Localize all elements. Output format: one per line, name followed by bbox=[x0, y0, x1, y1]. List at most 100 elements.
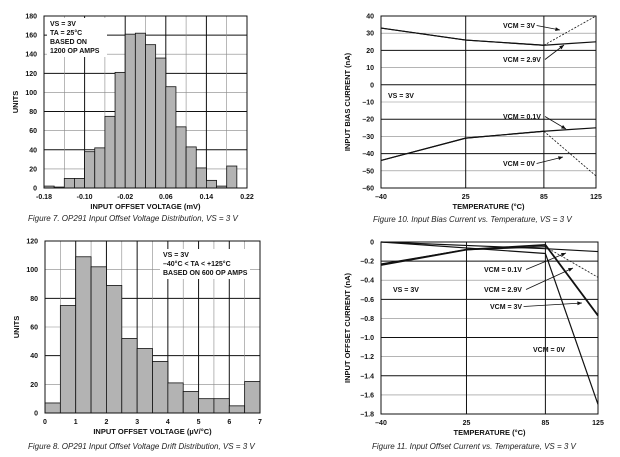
series-label: VCM = 2.9V bbox=[484, 287, 522, 294]
histogram-bar bbox=[59, 305, 77, 414]
chart-1: 0 20 40 60 80 100 120 140 160 180 -0.18 -0.10 -0.02 0… bbox=[11, 14, 254, 224]
y-tick-label: 120 bbox=[25, 71, 37, 78]
histogram-bar bbox=[226, 165, 238, 189]
histogram-bar bbox=[74, 178, 85, 189]
y-tick-label: –0.2 bbox=[360, 259, 374, 266]
arrow-head-icon bbox=[558, 156, 563, 160]
annotation-text: 1200 OP AMPS bbox=[50, 48, 100, 55]
y-axis-label: UNITS bbox=[12, 316, 21, 339]
annotation-text: TA = 25°C bbox=[50, 29, 82, 37]
y-tick-label: –30 bbox=[362, 134, 374, 141]
chart-3: –60 –50 –40 –30 –20 –10 0 10 20 30 40 –40 25 85 125 VCM… bbox=[343, 14, 602, 225]
x-tick-label: -0.10 bbox=[77, 194, 93, 201]
y-tick-label: 100 bbox=[25, 90, 37, 97]
series-line bbox=[380, 130, 544, 162]
y-tick-label: 0 bbox=[370, 240, 374, 247]
annotation-background bbox=[160, 249, 250, 279]
series-label: VCM = 3V bbox=[490, 304, 522, 311]
y-tick-label: –50 bbox=[362, 168, 374, 175]
x-tick-label: 25 bbox=[463, 420, 471, 427]
histogram-bar bbox=[228, 405, 246, 414]
y-tick-label: –1.4 bbox=[360, 373, 374, 380]
y-tick-label: 40 bbox=[29, 147, 37, 154]
plot-frame bbox=[380, 15, 597, 189]
y-tick-label: 60 bbox=[30, 325, 38, 332]
x-tick-label: 0.14 bbox=[200, 194, 214, 201]
arrow-head-icon bbox=[568, 268, 573, 272]
series-line bbox=[380, 27, 544, 46]
histogram-bar bbox=[213, 398, 230, 414]
histogram-bar bbox=[75, 256, 92, 414]
x-tick-label: 125 bbox=[590, 194, 602, 201]
x-tick-label: 25 bbox=[462, 194, 470, 201]
histogram-bar bbox=[185, 146, 197, 189]
series-line-dashed bbox=[543, 130, 597, 177]
histogram-bar bbox=[152, 360, 169, 414]
y-tick-label: 20 bbox=[366, 48, 374, 55]
y-tick-label: 100 bbox=[26, 267, 38, 274]
y-tick-label: 0 bbox=[33, 186, 37, 193]
arrow-line bbox=[525, 252, 567, 270]
annotation-text: VS = 3V bbox=[163, 252, 189, 259]
histogram-bar bbox=[121, 338, 138, 414]
chart-4: –1.8 –1.6 –1.4 –1.2 –1.0 –0.8 –0.6 –0.4 –0.2 0 –40… bbox=[343, 240, 604, 452]
y-tick-label: 80 bbox=[30, 296, 38, 303]
plot-frame bbox=[380, 241, 599, 415]
series-line-dashed bbox=[543, 15, 597, 46]
x-tick-label: –40 bbox=[375, 420, 387, 427]
histogram-bar bbox=[114, 71, 126, 189]
series-line bbox=[380, 241, 599, 253]
annotation-text: VS = 3V bbox=[393, 287, 419, 294]
series-label: VCM = 0V bbox=[533, 347, 565, 354]
annotation-text: VS = 3V bbox=[50, 21, 76, 28]
y-tick-label: 120 bbox=[26, 239, 38, 246]
histogram-bar bbox=[136, 348, 153, 414]
annotation-text: BASED ON 600 OP AMPS bbox=[163, 270, 248, 277]
x-tick-label: 5 bbox=[197, 419, 201, 426]
histogram-bar bbox=[145, 44, 157, 189]
series-label: VCM = 0.1V bbox=[484, 267, 522, 274]
y-tick-label: –60 bbox=[362, 186, 374, 193]
y-tick-label: 40 bbox=[366, 14, 374, 21]
arrow-head-icon bbox=[555, 27, 560, 32]
x-tick-label: -0.18 bbox=[36, 194, 52, 201]
x-axis-label: TEMPERATURE (°C) bbox=[453, 428, 526, 437]
series-label: VCM = 0V bbox=[503, 161, 535, 168]
y-tick-label: 140 bbox=[25, 52, 37, 59]
histogram-bar bbox=[124, 33, 136, 189]
x-tick-label: 85 bbox=[540, 194, 548, 201]
figure-caption: Figure 10. Input Bias Current vs. Temper… bbox=[373, 215, 572, 224]
y-tick-label: 30 bbox=[366, 31, 374, 38]
series-label: VCM = 3V bbox=[503, 23, 535, 30]
x-tick-label: 4 bbox=[166, 419, 170, 426]
arrow-head-icon bbox=[559, 45, 564, 50]
y-tick-label: 0 bbox=[370, 82, 374, 89]
arrow-head-icon bbox=[561, 252, 566, 257]
histogram-bar bbox=[165, 86, 177, 189]
y-axis-label: INPUT BIAS CURRENT (nA) bbox=[343, 52, 352, 151]
y-tick-label: –0.6 bbox=[360, 297, 374, 304]
histogram-bar bbox=[155, 57, 167, 189]
x-tick-label: –40 bbox=[375, 194, 387, 201]
annotation-text: VS = 3V bbox=[388, 93, 414, 100]
y-axis-label: INPUT OFFSET CURRENT (nA) bbox=[343, 273, 352, 383]
x-tick-label: 0 bbox=[43, 419, 47, 426]
y-tick-label: 20 bbox=[30, 382, 38, 389]
x-tick-label: -0.02 bbox=[117, 194, 133, 201]
plot-frame bbox=[43, 15, 248, 189]
arrow-head-icon bbox=[577, 301, 582, 306]
y-tick-label: –1.2 bbox=[360, 354, 374, 361]
x-tick-label: 6 bbox=[227, 419, 231, 426]
y-tick-label: 160 bbox=[25, 33, 37, 40]
histogram-bar bbox=[195, 167, 207, 189]
histogram-bar bbox=[84, 151, 96, 189]
y-tick-label: –0.8 bbox=[360, 316, 374, 323]
histogram-bar bbox=[104, 115, 116, 189]
histogram-bar bbox=[44, 402, 61, 414]
y-tick-label: 40 bbox=[30, 353, 38, 360]
annotation-background bbox=[47, 18, 107, 57]
x-tick-label: 7 bbox=[258, 419, 262, 426]
x-axis-label: INPUT OFFSET VOLTAGE (µV/°C) bbox=[93, 427, 212, 436]
histogram-bar bbox=[198, 398, 215, 414]
y-tick-label: –0.4 bbox=[360, 278, 374, 285]
